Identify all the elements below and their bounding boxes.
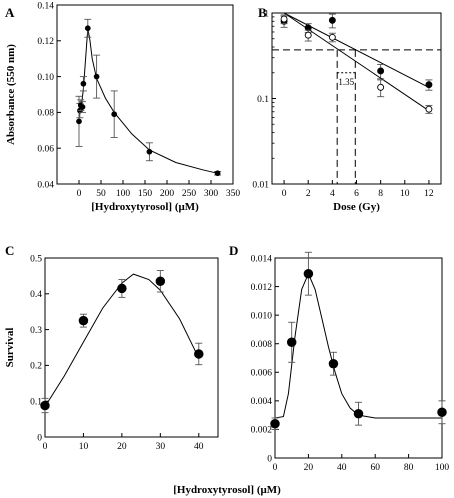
x-tick-label: 0 — [43, 442, 48, 452]
x-tick-label: 0 — [77, 189, 82, 199]
y-tick-label: 0 — [37, 433, 42, 443]
plot-frame — [56, 4, 234, 185]
x-tick-label: 250 — [182, 189, 197, 199]
x-tick-label: 40 — [337, 463, 347, 473]
y-tick-label: 0.012 — [251, 283, 273, 293]
open-data-point — [425, 105, 433, 113]
x-tick-label: 0 — [273, 463, 278, 473]
y-tick-label: 0.1 — [30, 398, 42, 408]
data-point — [194, 349, 204, 359]
x-tick-label: 100 — [116, 189, 131, 199]
fit-line — [283, 12, 430, 112]
y-tick-label: 0.006 — [251, 369, 273, 379]
dose-shift-annotation: 1.35 — [338, 77, 354, 87]
x-tick-label: 6 — [354, 189, 359, 199]
panel-label-c: C — [5, 243, 14, 258]
data-point — [270, 418, 280, 429]
y-tick-label: 0.4 — [30, 290, 42, 300]
x-tick-label: 20 — [304, 463, 314, 473]
open-data-point — [280, 15, 288, 23]
data-point — [80, 80, 87, 87]
y-tick-label: 0.06 — [37, 145, 54, 155]
open-data-point — [304, 31, 312, 39]
data-point — [76, 118, 82, 125]
data-point — [117, 283, 127, 294]
y-axis-label: Absorbance (550 nm) — [5, 44, 17, 145]
plot-frame — [44, 257, 219, 438]
panel-d-chart: D 0 20 40 60 80 100 0 0.002 0.004 0.006 0.008 0.010 0… — [229, 243, 449, 473]
data-point — [328, 358, 339, 369]
x-tick-label: 10 — [400, 189, 410, 199]
x-tick-label: 100 — [435, 463, 450, 473]
x-tick-label: 20 — [117, 442, 127, 452]
x-tick-label: 80 — [404, 463, 414, 473]
x-tick-label: 12 — [424, 189, 434, 199]
x-tick-label: 300 — [204, 189, 219, 199]
y-tick-label: 0.008 — [251, 340, 273, 350]
x-tick-label: 350 — [226, 189, 241, 199]
y-tick-label: 0.2 — [30, 362, 42, 372]
filled-data-point — [377, 67, 385, 75]
data-point — [84, 25, 91, 32]
fit-curve — [44, 273, 200, 407]
y-tick-label: 0.5 — [30, 254, 42, 264]
y-tick-label: 0.3 — [30, 326, 42, 336]
x-tick-label: 50 — [96, 189, 106, 199]
data-point — [437, 407, 447, 418]
data-point — [303, 268, 314, 279]
data-point — [111, 111, 118, 118]
filled-data-point — [425, 81, 433, 89]
open-data-point — [328, 33, 336, 41]
y-tick-label: 0.08 — [37, 109, 54, 119]
y-tick-label: 0 — [267, 454, 272, 464]
panel-a-chart: A 0 50 100 150 200 250 300 350 0.04 0.06 0.08 0.10 0.… — [5, 1, 240, 213]
x-tick-label: 30 — [156, 442, 166, 452]
data-point — [93, 73, 100, 80]
x-tick-label: 200 — [160, 189, 175, 199]
data-point — [353, 408, 364, 419]
y-tick-label: 0.004 — [251, 397, 273, 407]
data-point — [286, 337, 297, 348]
y-tick-label: 0.04 — [37, 180, 54, 190]
data-point — [155, 276, 166, 287]
y-tick-label: 0.14 — [37, 1, 54, 11]
data-point — [78, 315, 89, 326]
panel-label-a: A — [5, 5, 15, 20]
x-tick-label: 10 — [79, 442, 89, 452]
fit-curve — [274, 272, 442, 419]
panel-label-b: B — [258, 5, 267, 20]
x-tick-label: 40 — [194, 442, 204, 452]
shared-x-axis-label: [Hydroxytyrosol] (μM) — [173, 484, 281, 496]
filled-data-point — [328, 16, 336, 24]
y-tick-label: 0.01 — [252, 180, 269, 190]
plot-frame — [271, 12, 442, 185]
data-point — [146, 148, 153, 155]
y-tick-label: 0.010 — [251, 311, 273, 321]
data-point — [79, 104, 86, 110]
x-axis-label: [Hydroxytyrosol] (μM) — [91, 201, 199, 213]
y-axis-label: Survival — [4, 328, 16, 368]
x-tick-label: 8 — [378, 189, 383, 199]
y-tick-label: 1 — [264, 9, 269, 19]
data-point — [214, 170, 221, 177]
panel-b-chart: B 0 2 4 6 8 10 12 0.01 0.1 1 Dose (Gy) 1.35 — [252, 5, 442, 213]
y-tick-label: 0.10 — [37, 73, 54, 83]
panel-c-chart: C 0 10 20 30 40 0 0.1 0.2 0.3 0.4 0.5 Survival — [4, 243, 219, 452]
y-tick-label: 0.014 — [251, 254, 273, 264]
panel-label-d: D — [229, 243, 238, 258]
open-data-point — [377, 83, 385, 91]
x-tick-label: 60 — [370, 463, 380, 473]
y-tick-label: 0.12 — [37, 37, 54, 47]
data-point — [40, 400, 50, 411]
x-tick-label: 4 — [330, 189, 335, 199]
x-tick-label: 2 — [306, 189, 311, 199]
y-tick-label: 0.1 — [257, 95, 269, 105]
x-tick-label: 150 — [138, 189, 153, 199]
y-tick-label: 0.002 — [251, 426, 273, 436]
x-axis-label: Dose (Gy) — [333, 201, 380, 213]
x-tick-label: 0 — [282, 189, 287, 199]
plot-frame — [274, 257, 443, 459]
